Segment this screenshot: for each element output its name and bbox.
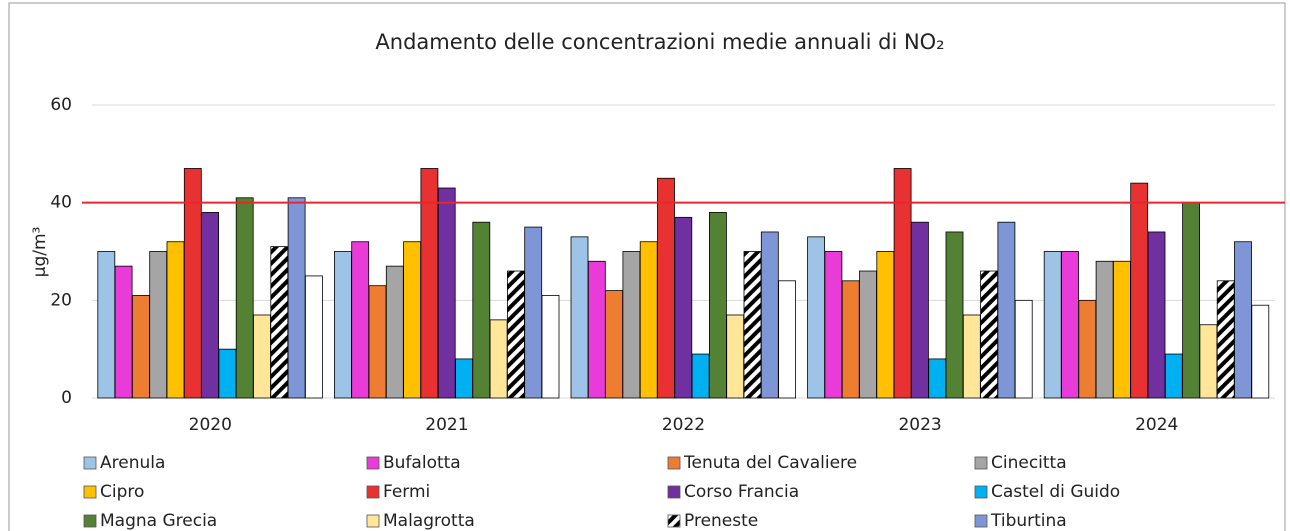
y-tick-label: 60	[50, 95, 72, 115]
bar	[253, 314, 271, 399]
bar	[218, 348, 237, 399]
bar	[1234, 241, 1252, 399]
bar	[928, 358, 947, 399]
bar	[876, 251, 895, 399]
bar	[97, 251, 116, 399]
legend-label: Tenuta del Cavaliere	[683, 453, 857, 473]
legend-label: Castel di Guido	[991, 482, 1120, 502]
bar	[333, 251, 352, 399]
legend-label: Corso Francia	[684, 482, 799, 502]
bar	[1182, 202, 1200, 399]
legend-swatch	[83, 485, 97, 499]
y-tick-label: 40	[50, 193, 72, 213]
legend-swatch	[974, 456, 988, 470]
bar	[605, 290, 623, 399]
legend-label: Malagrotta	[383, 511, 475, 531]
x-tick-label: 2024	[1135, 415, 1178, 435]
bar	[270, 246, 289, 399]
bar	[980, 270, 998, 399]
bar	[1130, 182, 1149, 399]
legend-swatch	[667, 514, 681, 528]
bar	[824, 251, 843, 399]
legend-label: Magna Grecia	[100, 511, 217, 531]
bar	[489, 319, 508, 399]
legend-label: Cipro	[100, 482, 144, 502]
bar	[760, 231, 779, 399]
bar	[166, 241, 185, 399]
legend-label: Tiburtina	[990, 511, 1067, 531]
bar	[437, 187, 456, 399]
bar	[1078, 299, 1097, 399]
bar	[541, 295, 560, 399]
bar	[674, 216, 693, 399]
x-tick-label: 2020	[189, 415, 232, 435]
bar	[911, 221, 929, 399]
y-tick-label: 0	[61, 388, 72, 408]
bar	[570, 236, 589, 399]
bar	[639, 241, 658, 399]
legend-swatch	[366, 485, 380, 499]
bar	[385, 265, 404, 399]
legend-label: Fermi	[383, 482, 430, 502]
bar	[945, 231, 964, 399]
bar	[657, 177, 675, 399]
bar	[1043, 251, 1062, 399]
bar	[1113, 260, 1131, 399]
bar	[235, 197, 254, 399]
bar	[709, 212, 727, 399]
legend-swatch	[974, 485, 988, 499]
bar	[1147, 231, 1166, 399]
bar	[743, 251, 762, 399]
legend-label: Preneste	[684, 511, 758, 531]
legend-label: Arenula	[100, 453, 165, 473]
bar	[304, 275, 323, 399]
bar	[506, 270, 525, 399]
y-tick-label: 20	[50, 290, 72, 310]
bar	[726, 314, 745, 399]
bar	[997, 221, 1016, 399]
legend-label: Bufalotta	[383, 453, 461, 473]
x-tick-label: 2022	[662, 415, 705, 435]
bar	[1061, 251, 1079, 399]
bar	[1014, 299, 1033, 399]
bar	[691, 353, 710, 399]
bar	[287, 197, 306, 399]
bar	[131, 295, 150, 399]
legend-swatch	[667, 485, 681, 499]
legend-swatch	[366, 514, 380, 528]
bar	[472, 221, 491, 399]
bar	[368, 285, 387, 399]
bar	[1164, 353, 1183, 399]
legend-swatch	[974, 514, 988, 528]
bar	[622, 251, 641, 399]
legend-swatch	[83, 456, 97, 470]
bar	[1216, 280, 1235, 399]
bar	[114, 265, 133, 399]
legend-swatch	[366, 456, 380, 470]
bar	[455, 358, 473, 399]
x-tick-label: 2023	[898, 415, 941, 435]
y-axis-label: µg/m³	[30, 227, 50, 278]
chart-title: Andamento delle concentrazioni medie ann…	[375, 30, 944, 54]
legend-label: Cinecitta	[991, 453, 1067, 473]
bar	[841, 280, 860, 399]
bar	[1095, 260, 1114, 399]
bar	[962, 314, 981, 399]
x-tick-label: 2021	[425, 415, 468, 435]
bar	[587, 260, 606, 399]
bar	[524, 226, 543, 399]
bar	[351, 241, 370, 399]
bar	[807, 236, 825, 399]
bar	[201, 212, 220, 399]
bar	[778, 280, 796, 399]
legend-swatch	[667, 456, 681, 470]
bar	[403, 241, 422, 399]
bar	[1199, 324, 1218, 399]
bar	[149, 251, 168, 399]
bar	[859, 270, 877, 399]
bar	[1251, 304, 1270, 399]
legend-swatch	[83, 514, 97, 528]
